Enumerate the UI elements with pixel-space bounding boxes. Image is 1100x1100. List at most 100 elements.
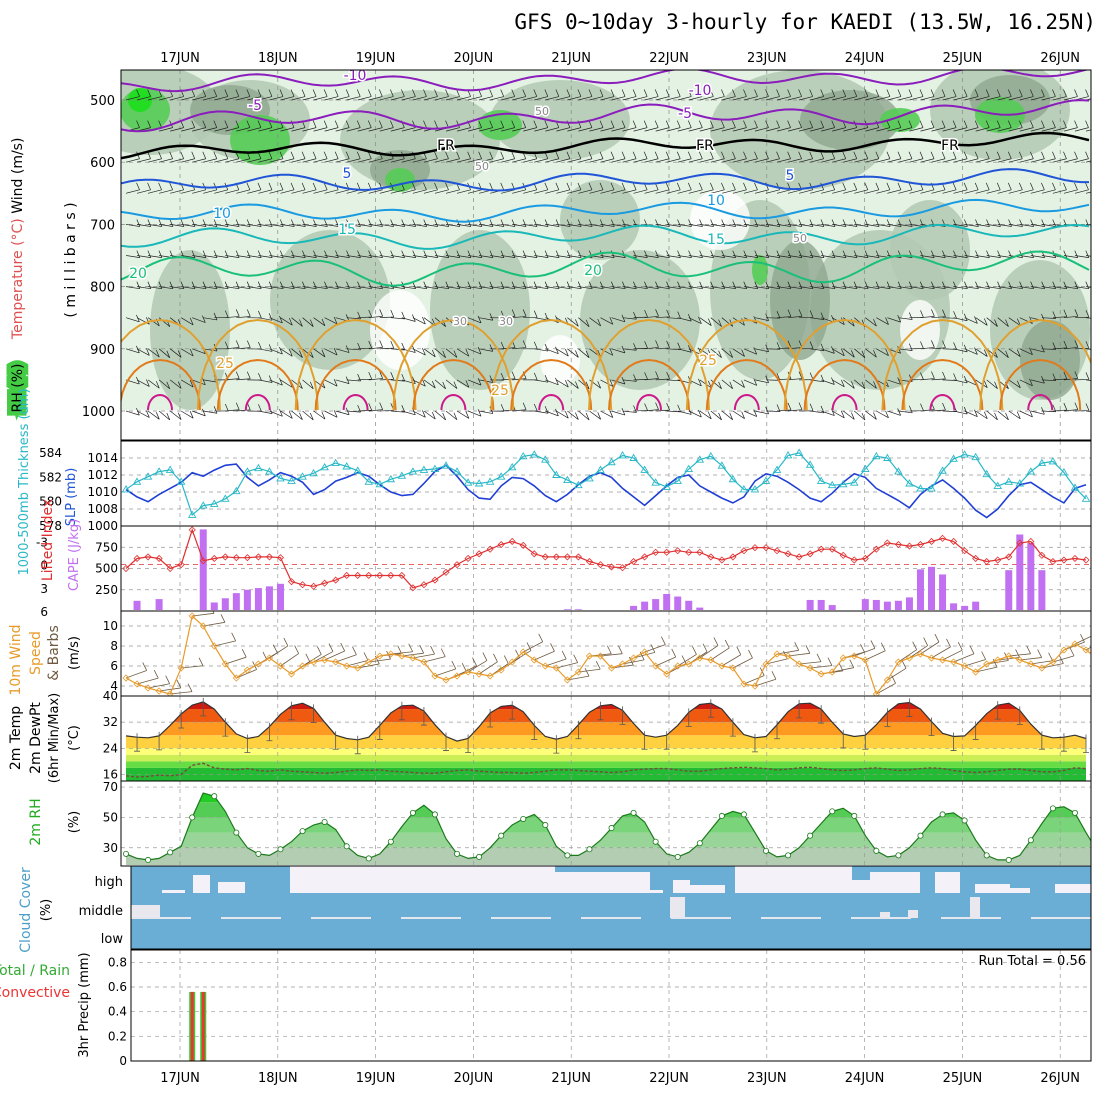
upper-barb [986,410,998,421]
upper-barb [545,346,559,355]
wind10m-label-1: 10m Wind [8,624,24,695]
temp-contour [121,70,1090,93]
upper-barb [236,120,251,132]
slp-point [364,477,374,485]
contour-label: 10 [213,206,231,222]
rh2m-point [145,856,152,863]
upper-barb [876,120,891,132]
li-point [530,550,538,558]
cape-bar [563,609,571,610]
upper-barb [611,345,626,354]
upper-barb [236,182,251,194]
upper-barb [776,120,791,132]
li-point [310,582,318,590]
precip-conv-bar [190,991,194,1061]
upper-barb [445,151,460,163]
upper-barb [269,250,284,258]
upper-barb [843,151,858,163]
rh2m-point [409,809,416,816]
upper-barb [997,89,1012,101]
cape-bar [939,574,947,610]
upper-barb [622,182,637,194]
upper-barb [136,250,152,258]
upper-barb [1008,219,1023,227]
li-point [751,544,759,552]
wind-speed-point [265,654,274,662]
upper-barb [964,409,978,418]
upper-barb [887,281,902,290]
contour-label: 15 [338,222,356,238]
upper-barb [390,373,406,382]
li-point [387,571,395,580]
upper-barb [225,402,240,412]
upper-barb [953,219,968,227]
upper-barb [732,120,747,132]
upper-barb [434,379,447,390]
upper-barb [1008,410,1021,420]
slp-point [243,467,252,475]
upper-barb [997,120,1012,132]
upper-barb [180,317,194,326]
upper-barb [136,219,152,227]
upper-barb [324,379,338,387]
upper-barb [434,250,450,258]
wind-speed-point [354,664,362,672]
upper-barb [754,406,769,415]
upper-barb [743,219,759,227]
li-point [663,548,671,556]
wind-speed-point [541,662,549,670]
upper-barb [401,182,416,194]
wind-barb [578,661,601,673]
upper-barb [666,151,681,163]
rh2m-point [321,818,328,825]
upper-barb [324,347,338,356]
upper-barb [501,250,516,258]
wind-speed-point [563,676,571,684]
li-point [265,553,274,561]
low-level-contour [608,358,690,411]
upper-barb [445,250,461,258]
upper-barb [721,182,736,194]
li-point [916,540,925,549]
upper-barb [1074,341,1090,350]
upper-barb [600,182,615,194]
cloud-high-block [852,880,870,893]
cape-bar [828,605,836,610]
slp-point [805,460,815,468]
wind-speed-point [850,652,858,660]
slp-point [794,448,804,456]
cloud-high-block [673,880,690,893]
upper-barb [534,250,549,258]
upper-barb [368,371,384,381]
upper-barb [754,89,769,101]
upper-barb [821,281,836,290]
cloud-label: Cloud Cover [18,867,34,953]
li-point [784,550,792,558]
upper-barb [854,379,866,390]
cape-bar [1027,543,1035,610]
slp-point [287,476,296,484]
cloud-high-block [935,872,960,893]
slp-point [320,462,329,471]
upper-barb [865,219,880,227]
upper-barb [622,405,637,413]
wind-barb [655,648,677,667]
slp-point [883,453,892,461]
rh2m-point [674,853,681,860]
upper-barb [169,379,182,389]
slp-point [761,476,771,484]
upper-barb [125,250,141,258]
upper-barb [600,89,615,101]
rh-band [126,817,1091,833]
upper-barb [810,182,825,194]
wind-barb [313,643,334,663]
wind-speed-point [155,687,163,695]
slp-point [1015,479,1025,487]
upper-barb [390,405,406,413]
upper-barb [600,410,614,418]
rh2m-panel: 70 50 30 [103,780,1092,867]
upper-barb [335,151,350,163]
upper-barb [644,309,659,319]
slp-point [518,451,528,460]
slp-point [496,472,506,480]
